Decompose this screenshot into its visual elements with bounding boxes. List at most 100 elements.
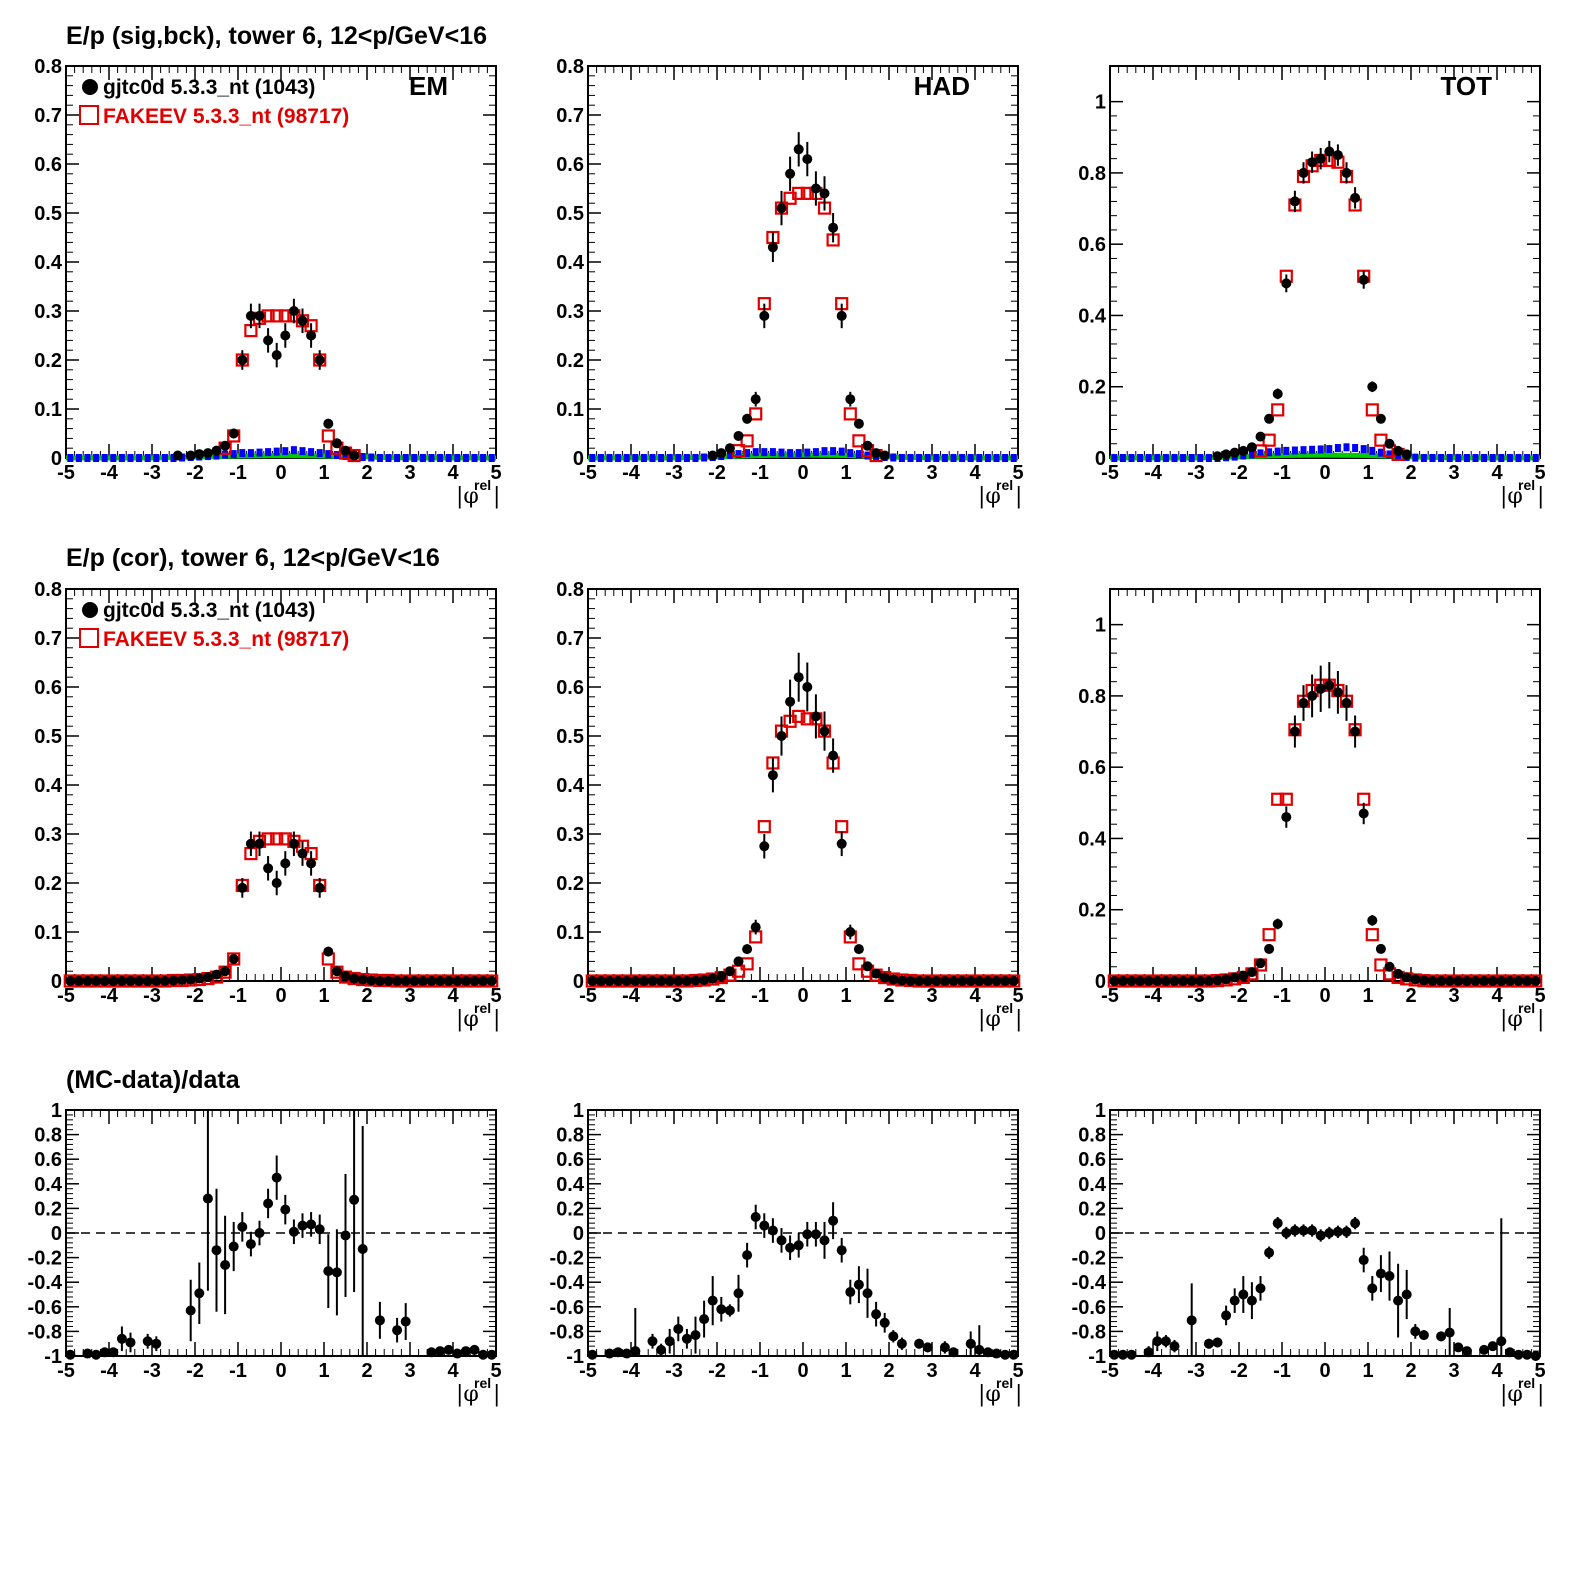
- y-tick-label: 0.8: [556, 1125, 584, 1147]
- data-point: [724, 1305, 735, 1316]
- data-point: [1238, 445, 1249, 456]
- x-tick-label: 2: [361, 462, 372, 484]
- bck-point: [1162, 454, 1169, 462]
- x-tick-label: 1: [840, 462, 851, 484]
- y-tick-label: -0.8: [28, 1321, 62, 1343]
- bck-point: [1248, 450, 1255, 459]
- data-point: [699, 1314, 710, 1325]
- x-tick-label: 0: [1319, 985, 1330, 1007]
- bck-point: [941, 454, 948, 462]
- data-point: [604, 1348, 615, 1359]
- y-tick-label: 1: [1095, 1100, 1106, 1122]
- data-point: [647, 976, 658, 986]
- data-point: [314, 1224, 325, 1235]
- y-tick-label: -0.2: [28, 1248, 62, 1270]
- data-point: [759, 841, 770, 852]
- mc-point: [792, 709, 806, 724]
- data-point: [1522, 976, 1533, 986]
- bck-point: [1429, 454, 1436, 462]
- bck-point: [84, 454, 91, 462]
- bck-point: [993, 454, 1000, 462]
- y-tick-label: -1: [44, 1346, 62, 1368]
- bck-point: [847, 449, 854, 458]
- data-point: [1160, 976, 1171, 986]
- data-point: [742, 944, 753, 955]
- x-tick-label: -3: [143, 1360, 161, 1382]
- data-point: [271, 1172, 282, 1183]
- x-tick-label: 3: [1448, 985, 1459, 1007]
- data-point: [1238, 970, 1249, 981]
- data-point: [690, 1330, 701, 1341]
- data-point: [1358, 1255, 1369, 1266]
- data-point: [716, 448, 727, 459]
- data-point: [125, 1337, 136, 1348]
- data-point: [1246, 442, 1257, 453]
- bck-point: [804, 448, 811, 457]
- data-point: [151, 976, 162, 986]
- bck-point: [1128, 454, 1135, 462]
- data-point: [630, 1346, 641, 1357]
- data-point: [699, 975, 710, 986]
- mc-point: [792, 186, 806, 200]
- data-point: [1453, 1342, 1464, 1353]
- data-point: [426, 976, 437, 986]
- bck-point: [597, 454, 604, 462]
- data-point: [1332, 687, 1343, 698]
- data-point: [220, 966, 231, 977]
- data-point: [1350, 192, 1361, 203]
- data-point: [974, 1344, 985, 1355]
- data-point: [647, 1336, 658, 1347]
- data-point: [1504, 976, 1515, 986]
- y-tick-label: 0.7: [34, 105, 62, 127]
- x-tick-label: -2: [1230, 462, 1248, 484]
- y-tick-label: 0.6: [1078, 234, 1106, 256]
- mc-point: [740, 434, 754, 448]
- series-data: [587, 1202, 1019, 1360]
- data-point: [1401, 449, 1412, 460]
- data-point: [237, 355, 248, 365]
- data-point: [349, 973, 360, 984]
- data-point: [853, 944, 864, 955]
- data-point: [1384, 1271, 1395, 1282]
- bck-point: [256, 448, 263, 457]
- x-tick-label: -1: [229, 462, 247, 484]
- x-tick-label: 2: [883, 1360, 894, 1382]
- bck-point: [1309, 445, 1316, 454]
- data-point: [750, 394, 761, 405]
- x-tick-label: 2: [361, 985, 372, 1007]
- data-point: [254, 1228, 265, 1238]
- data-point: [1367, 381, 1378, 392]
- data-point: [1221, 974, 1232, 985]
- mc-point: [1279, 792, 1293, 806]
- data-point: [237, 882, 248, 893]
- bck-point: [967, 454, 974, 462]
- data-point: [357, 974, 368, 985]
- data-point: [853, 1279, 864, 1290]
- data-point: [1143, 976, 1154, 986]
- data-point: [1203, 1338, 1214, 1349]
- x-axis-title-close: |: [493, 1007, 500, 1032]
- data-point: [1135, 976, 1146, 986]
- data-point: [237, 1221, 248, 1232]
- bck-point: [1266, 448, 1273, 457]
- data-point: [374, 1315, 385, 1326]
- y-tick-label: 0.2: [1078, 377, 1106, 399]
- data-point: [194, 1288, 205, 1299]
- data-point: [595, 976, 606, 986]
- y-tick-label: 0.8: [34, 579, 62, 601]
- x-tick-label: -2: [1230, 985, 1248, 1007]
- data-point: [802, 682, 813, 692]
- data-point: [1427, 976, 1438, 986]
- data-point: [1384, 438, 1395, 449]
- bck-point: [649, 454, 656, 462]
- panel-cor-em: -5 -4 -3 -2 -1 0 1 2 3 4 5 0 0.1 0.2 0.3 0.4 0.5 0.6 0.7 0.…: [34, 579, 501, 1032]
- bck-point: [606, 454, 613, 462]
- mc-point: [1271, 792, 1285, 806]
- data-point: [1255, 1283, 1266, 1294]
- data-point: [1530, 976, 1541, 986]
- data-point: [828, 222, 839, 233]
- data-point: [1367, 1283, 1378, 1294]
- bck-point: [838, 447, 845, 456]
